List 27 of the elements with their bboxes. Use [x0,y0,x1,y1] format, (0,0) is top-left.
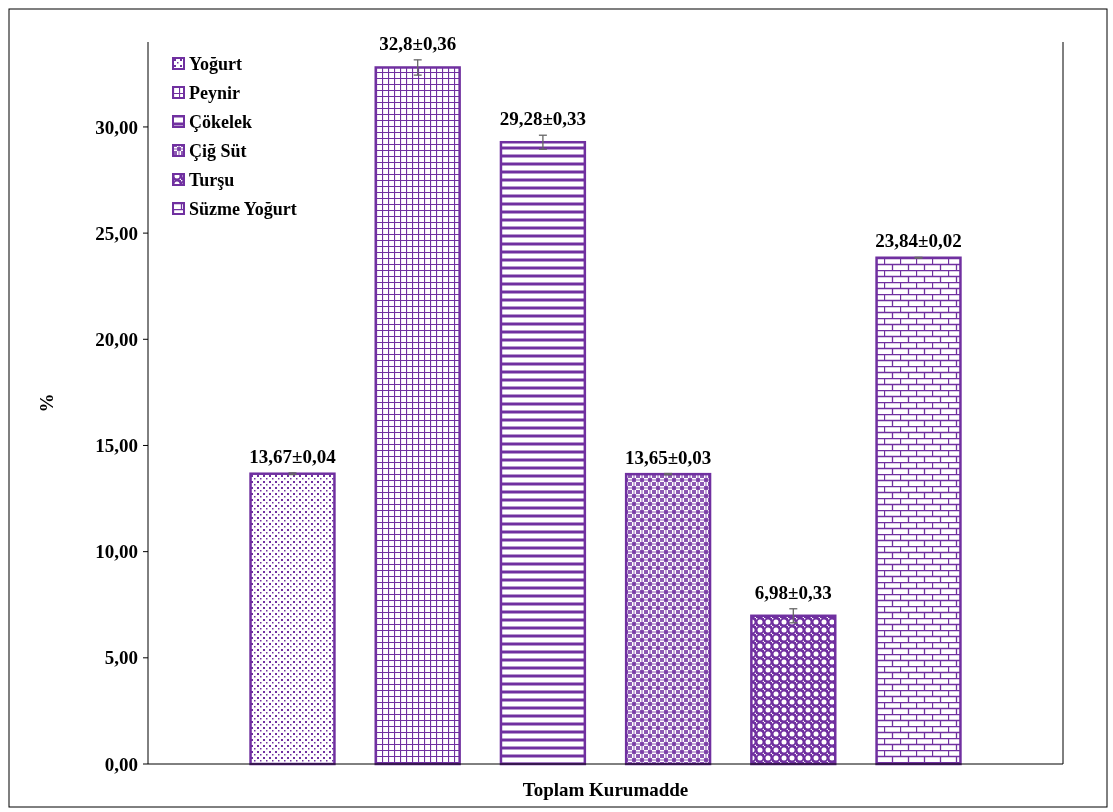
data-label: 13,65±0,03 [624,446,712,468]
y-tick-label: 5,00 [104,647,138,669]
y-tick-label: 20,00 [95,328,138,350]
legend-label: Peynir [189,83,240,104]
y-tick-label: 10,00 [95,541,138,563]
y-tick-label: 15,00 [95,435,138,457]
y-tick-label: 0,00 [104,753,138,775]
legend-label: Çökelek [189,112,252,133]
data-label: 32,8±0,36 [379,32,457,54]
legend-label: Çiğ Süt [189,141,247,162]
bar [750,614,837,766]
data-label: 23,84±0,02 [875,230,962,252]
y-tick-label: 30,00 [95,116,138,138]
data-label: 13,67±0,04 [249,445,337,467]
legend-label: Süzme Yoğurt [189,199,297,220]
bar [624,472,712,766]
x-tick-label: Toplam Kurumadde [522,779,689,800]
data-label: 29,28±0,33 [499,108,587,130]
bar [875,256,962,766]
legend-label: Yoğurt [189,54,242,75]
legend-label: Turşu [189,170,235,191]
y-tick-label: 25,00 [95,222,138,244]
y-axis-title: % [36,393,57,413]
bar [499,140,587,766]
bar [374,66,461,766]
data-label: 6,98±0,33 [754,581,832,603]
bar [249,472,336,766]
